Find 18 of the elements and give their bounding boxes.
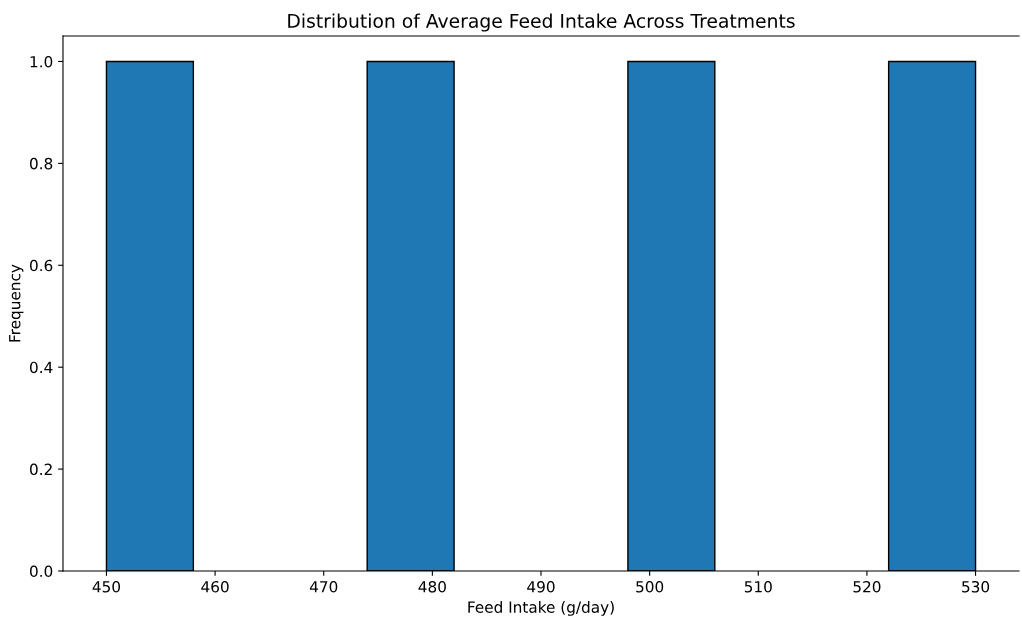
x-tick-label: 510 [744, 580, 772, 593]
y-tick-label: 0.2 [29, 463, 52, 476]
y-tick-label: 0.4 [29, 361, 53, 374]
y-tick-label: 0.8 [29, 157, 53, 170]
x-tick-label: 530 [962, 580, 990, 593]
x-tick-label: 480 [418, 580, 446, 593]
y-tick-label: 0.0 [29, 565, 53, 578]
x-tick-label: 450 [92, 580, 121, 593]
y-tick-label: 1.0 [30, 55, 53, 68]
chart-title: Distribution of Average Feed Intake Across Treatments [288, 13, 795, 32]
x-tick-label: 460 [201, 580, 229, 593]
x-tick-label: 500 [636, 580, 664, 593]
y-tick-label: 0.6 [29, 259, 53, 272]
y-axis-title: Frequency [9, 264, 24, 342]
x-tick-label: 520 [853, 580, 881, 593]
x-tick-label: 470 [309, 580, 338, 593]
x-tick-label: 490 [527, 580, 555, 593]
x-axis-title: Feed Intake (g/day) [468, 601, 614, 616]
